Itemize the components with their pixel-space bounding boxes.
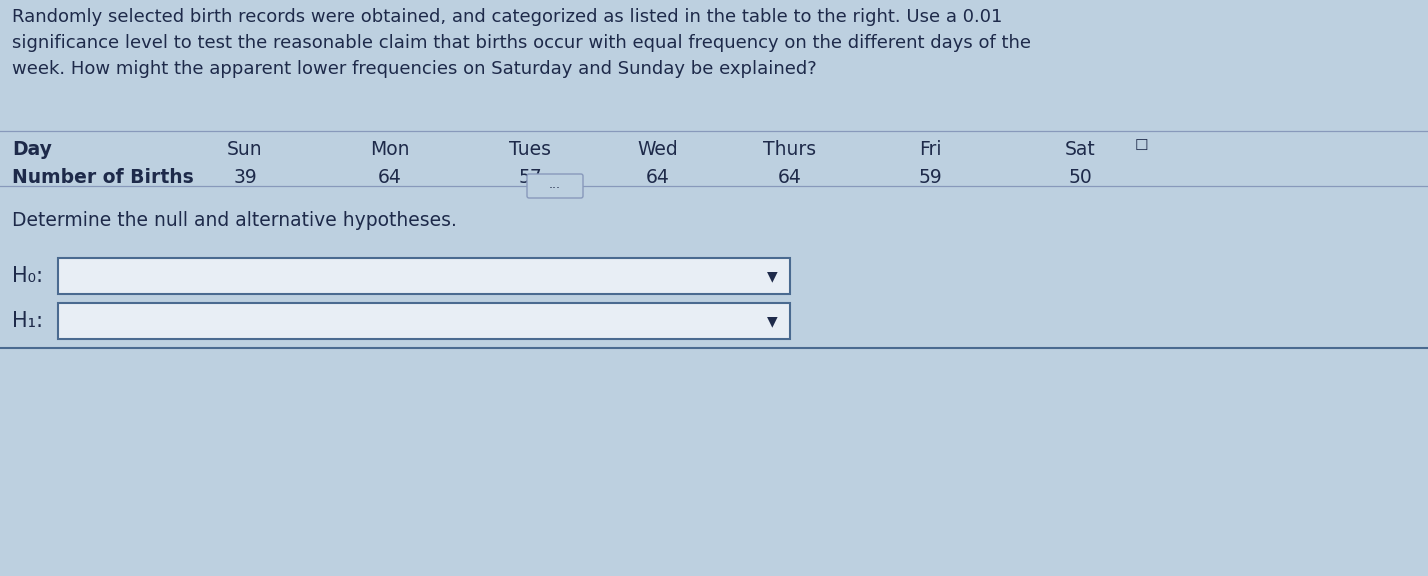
Text: Thurs: Thurs [764, 140, 817, 159]
Text: H₀:: H₀: [11, 266, 43, 286]
Text: Fri: Fri [918, 140, 941, 159]
Text: 64: 64 [378, 168, 401, 187]
FancyBboxPatch shape [59, 258, 790, 294]
Text: ☐: ☐ [1135, 138, 1148, 153]
Text: ...: ... [548, 179, 561, 191]
Text: Determine the null and alternative hypotheses.: Determine the null and alternative hypot… [11, 211, 457, 230]
FancyBboxPatch shape [59, 303, 790, 339]
Text: week. How might the apparent lower frequencies on Saturday and Sunday be explain: week. How might the apparent lower frequ… [11, 60, 817, 78]
Text: Tues: Tues [508, 140, 551, 159]
Text: ▼: ▼ [767, 269, 777, 283]
Text: 59: 59 [918, 168, 942, 187]
Text: H₁:: H₁: [11, 311, 43, 331]
Text: Randomly selected birth records were obtained, and categorized as listed in the : Randomly selected birth records were obt… [11, 8, 1002, 26]
Text: significance level to test the reasonable claim that births occur with equal fre: significance level to test the reasonabl… [11, 34, 1031, 52]
Text: 57: 57 [518, 168, 541, 187]
Text: ▼: ▼ [767, 314, 777, 328]
FancyBboxPatch shape [527, 174, 583, 198]
Text: Day: Day [11, 140, 51, 159]
Text: 64: 64 [645, 168, 670, 187]
Text: Mon: Mon [370, 140, 410, 159]
Text: Sun: Sun [227, 140, 263, 159]
Text: Sat: Sat [1065, 140, 1095, 159]
Text: 64: 64 [778, 168, 803, 187]
Text: 50: 50 [1068, 168, 1092, 187]
Text: Number of Births: Number of Births [11, 168, 194, 187]
Text: 39: 39 [233, 168, 257, 187]
Text: Wed: Wed [638, 140, 678, 159]
